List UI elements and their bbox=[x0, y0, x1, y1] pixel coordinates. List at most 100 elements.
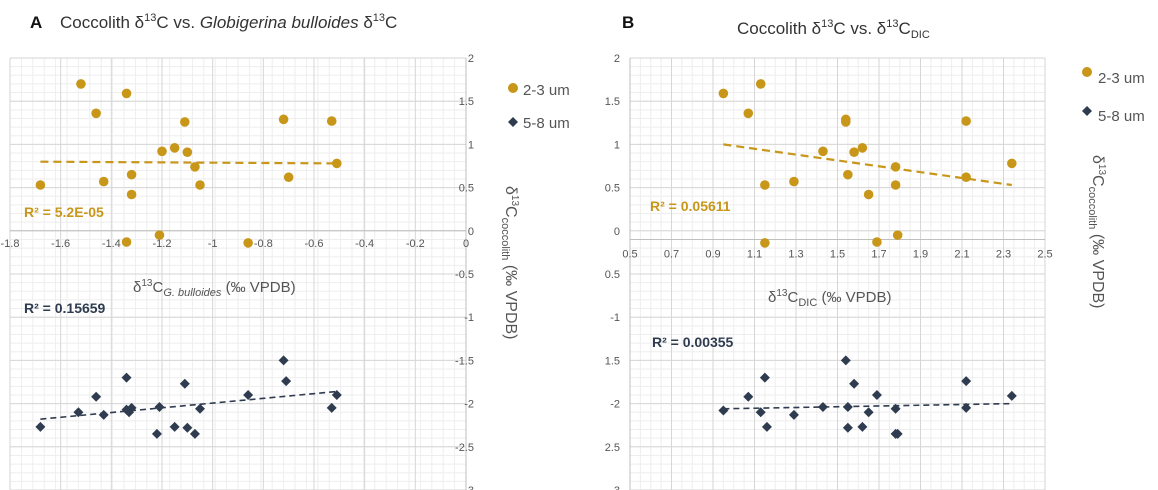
panel-a-point-5-8um bbox=[195, 403, 205, 414]
panel-b-r2-2-3um: R² = 0.05611 bbox=[650, 198, 731, 214]
panel-b-x-axis: 0.5 0.7 0.9 1.1 1.3 1.5 1.7 1.9 2.1 2.3 2.5 bbox=[622, 238, 1053, 260]
panel-b-point-2-3um bbox=[818, 146, 828, 157]
panel-a-point-5-8um bbox=[126, 402, 137, 413]
panel-a-point-2-3um bbox=[154, 230, 165, 240]
panel-a-y-tick-label: 0 bbox=[468, 226, 474, 238]
panel-a-point-2-3um bbox=[283, 172, 294, 183]
legend-a-circle-icon bbox=[508, 83, 518, 93]
panel-b-point-2-3um bbox=[961, 116, 971, 126]
panel-a-trendline-2-3um bbox=[40, 160, 337, 165]
legend-b-2-3um: 2-3 um bbox=[1098, 70, 1145, 87]
panel-b-y-tick-label: 0.5 bbox=[605, 183, 620, 195]
panel-b-x-tick-label: 1.9 bbox=[913, 248, 928, 260]
panel-b-x-tick-label: 0.7 bbox=[664, 248, 679, 260]
panel-b: 32.5-21.5-10.500.511.52 0.50.70.91.11.31… bbox=[590, 13, 1145, 490]
panel-b-point-2-3um bbox=[841, 117, 851, 127]
panel-b-r2-5-8um: R² = 0.00355 bbox=[652, 334, 734, 350]
panel-b-x-tick-label: 1.1 bbox=[747, 248, 762, 260]
panel-b-point-5-8um bbox=[961, 376, 972, 387]
panel-a: -3 -2.5 -2 -1.5 -1 -0.5 0 0.5 1 1.5 2 -1.8 -1.6 -1.4… bbox=[1, 12, 570, 490]
panel-b-x-tick-label: 0.9 bbox=[705, 248, 720, 260]
panel-b-point-2-3um bbox=[857, 143, 868, 153]
legend-a-5-8um: 5-8 um bbox=[523, 115, 570, 132]
panel-b-x-tick-label: 2.1 bbox=[954, 248, 969, 260]
panel-b-point-2-3um bbox=[789, 176, 799, 187]
panel-b-y-tick-label: 2 bbox=[614, 53, 620, 65]
panel-a-point-2-3um bbox=[180, 117, 190, 127]
panel-a-point-2-3um bbox=[98, 176, 109, 187]
panel-b-x-tick-label: 1.7 bbox=[871, 248, 886, 260]
panel-b-y-tick-label: -2 bbox=[610, 399, 620, 411]
panel-a-point-2-3um bbox=[126, 169, 137, 180]
panel-a-point-5-8um bbox=[189, 428, 200, 439]
panel-b-point-5-8um bbox=[863, 407, 874, 418]
panel-a-point-2-3um bbox=[121, 88, 132, 99]
panel-b-grid bbox=[629, 57, 1046, 490]
panel-a-point-2-3um bbox=[182, 147, 193, 157]
panel-b-point-5-8um bbox=[849, 378, 860, 389]
panel-a-y-tick-label: -1 bbox=[464, 312, 474, 324]
panel-a-point-2-3um bbox=[326, 116, 337, 126]
panel-a-grid bbox=[9, 57, 467, 490]
panel-a-trendlines bbox=[40, 160, 337, 420]
panel-b-trendlines bbox=[723, 143, 1012, 410]
panel-b-point-2-3um bbox=[892, 230, 903, 240]
panel-b-point-2-3um bbox=[843, 169, 853, 180]
panel-a-point-5-8um bbox=[154, 402, 165, 413]
panel-a-x-tick-label: -0.6 bbox=[305, 238, 324, 250]
panel-b-point-5-8um bbox=[961, 402, 972, 413]
panel-a-label: A bbox=[30, 13, 42, 32]
panel-b-trendline-5-8um bbox=[723, 402, 1012, 410]
panel-b-markers bbox=[718, 79, 1017, 439]
panel-b-title: Coccolith δ13C vs. δ13CDIC bbox=[737, 18, 930, 41]
panel-a-point-2-3um bbox=[121, 237, 132, 247]
panel-a-title: Coccolith δ13C vs. Globigerina bulloides… bbox=[60, 12, 397, 32]
panel-a-point-2-3um bbox=[332, 158, 342, 169]
panel-a-x-axis-title: δ13CG. bulloides (‰ VPDB) bbox=[133, 278, 296, 299]
panel-a-point-5-8um bbox=[35, 421, 46, 432]
panel-a-y-tick-label: -1.5 bbox=[455, 355, 474, 367]
panel-a-point-5-8um bbox=[98, 409, 109, 420]
panel-a-x-tick-label: -1.4 bbox=[102, 238, 121, 250]
panel-b-point-2-3um bbox=[743, 108, 754, 119]
panel-a-point-2-3um bbox=[35, 180, 46, 190]
panel-b-y-tick-label: 3 bbox=[614, 485, 620, 490]
panel-a-point-2-3um bbox=[243, 238, 253, 248]
panel-b-point-5-8um bbox=[871, 389, 882, 400]
panel-b-point-5-8um bbox=[857, 421, 868, 432]
legend-a-2-3um: 2-3 um bbox=[523, 82, 570, 99]
panel-a-x-axis: -1.8 -1.6 -1.4 -1.2 -1 -0.8 -0.6 -0.4 -0.2 0 bbox=[1, 230, 469, 250]
panel-a-point-2-3um bbox=[195, 180, 205, 190]
legend-b-diamond-icon bbox=[1082, 106, 1092, 116]
panel-b-point-5-8um bbox=[788, 409, 799, 420]
panel-b-y-tick-label: 1.5 bbox=[605, 96, 620, 108]
panel-b-point-2-3um bbox=[760, 238, 770, 248]
panel-b-point-2-3um bbox=[760, 180, 770, 190]
panel-a-point-5-8um bbox=[278, 355, 289, 366]
panel-b-trendline-2-3um bbox=[723, 143, 1012, 187]
panel-a-x-tick-label: -1.8 bbox=[1, 238, 20, 250]
panel-a-point-5-8um bbox=[243, 389, 254, 400]
panel-b-point-2-3um bbox=[849, 147, 859, 157]
panel-a-point-5-8um bbox=[179, 378, 190, 389]
panel-b-point-5-8um bbox=[842, 402, 853, 413]
panel-b-y-tick-label: 0.5 bbox=[605, 269, 620, 281]
panel-b-point-5-8um bbox=[743, 391, 754, 402]
panel-a-point-5-8um bbox=[281, 376, 292, 387]
panel-a-y-axis: -3 -2.5 -2 -1.5 -1 -0.5 0 0.5 1 1.5 2 bbox=[455, 53, 474, 490]
panel-a-y-tick-label: 1 bbox=[468, 139, 474, 151]
panel-a-r2-2-3um: R² = 5.2E-05 bbox=[24, 204, 104, 220]
panel-a-y-tick-label: 2 bbox=[468, 53, 474, 65]
panel-b-point-2-3um bbox=[755, 79, 766, 89]
panel-a-point-2-3um bbox=[91, 108, 101, 119]
panel-b-point-2-3um bbox=[890, 162, 901, 172]
panel-a-point-5-8um bbox=[169, 421, 180, 432]
panel-b-x-tick-label: 0.5 bbox=[622, 248, 637, 260]
panel-a-x-tick-label: -1 bbox=[208, 238, 218, 250]
panel-a-point-5-8um bbox=[151, 428, 162, 439]
panel-a-x-tick-label: 0 bbox=[463, 238, 469, 250]
panel-b-point-5-8um bbox=[892, 428, 903, 439]
panel-a-x-tick-label: -0.8 bbox=[254, 238, 273, 250]
panel-b-point-5-8um bbox=[755, 407, 766, 418]
